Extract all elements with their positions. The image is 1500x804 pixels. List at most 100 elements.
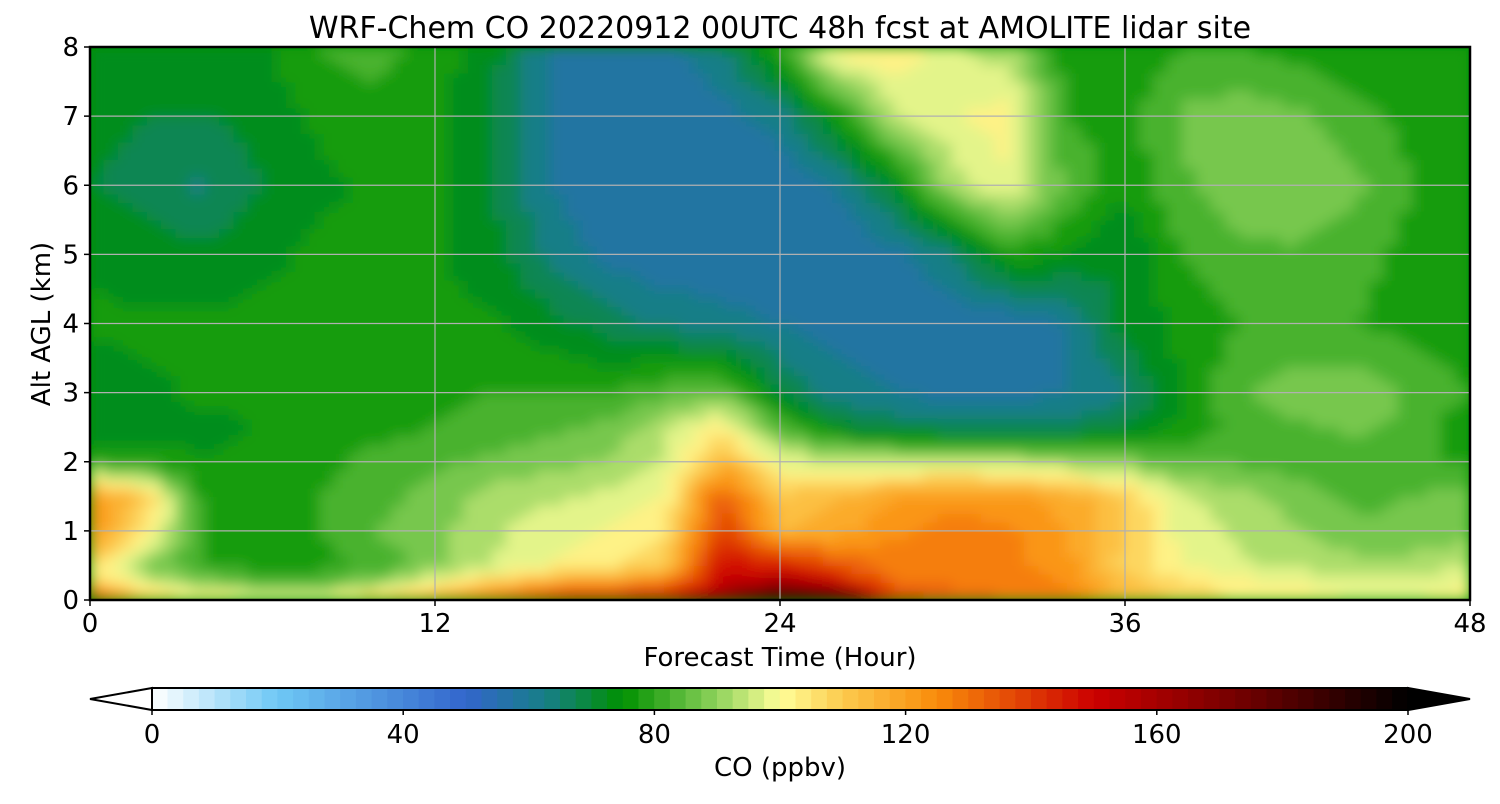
- contour-cell: [204, 253, 220, 264]
- contour-cell: [90, 201, 105, 212]
- contour-cell: [1066, 495, 1083, 506]
- contour-cell: [535, 167, 551, 178]
- contour-cell: [1181, 227, 1198, 238]
- contour-cell: [247, 219, 264, 230]
- contour-cell: [750, 374, 767, 385]
- contour-cell: [937, 478, 954, 489]
- contour-cell: [376, 443, 393, 454]
- contour-cell: [592, 340, 609, 351]
- contour-cell: [1383, 227, 1399, 238]
- contour-cell: [865, 374, 882, 385]
- contour-cell: [1311, 296, 1327, 307]
- contour-cell: [1196, 400, 1212, 411]
- contour-cell: [204, 150, 220, 160]
- contour-cell: [678, 305, 695, 316]
- contour-cell: [118, 461, 134, 471]
- contour-cell: [90, 348, 105, 359]
- contour-cell: [1325, 590, 1342, 600]
- contour-cell: [1095, 383, 1112, 394]
- contour-cell: [491, 322, 508, 333]
- contour-cell: [348, 288, 364, 299]
- contour-cell: [190, 556, 206, 567]
- contour-cell: [333, 331, 350, 342]
- contour-cell: [736, 392, 752, 402]
- contour-cell: [463, 512, 479, 523]
- contour-cell: [535, 417, 551, 428]
- contour-cell: [836, 322, 853, 333]
- contour-cell: [664, 245, 680, 255]
- contour-cell: [750, 435, 767, 446]
- contour-cell: [693, 435, 709, 446]
- contour-cell: [736, 512, 752, 523]
- contour-cell: [822, 538, 839, 549]
- contour-cell: [937, 236, 954, 247]
- contour-cell: [678, 176, 695, 186]
- contour-cell: [118, 288, 134, 299]
- contour-cell: [1253, 176, 1270, 186]
- contour-cell: [793, 227, 810, 238]
- contour-cell: [391, 521, 407, 532]
- contour-cell: [434, 357, 450, 368]
- contour-cell: [1440, 210, 1457, 221]
- contour-cell: [204, 245, 220, 255]
- contour-cell: [736, 478, 752, 489]
- contour-cell: [693, 227, 709, 238]
- contour-cell: [678, 521, 695, 532]
- contour-cell: [132, 582, 149, 592]
- contour-cell: [1225, 193, 1241, 204]
- contour-cell: [707, 184, 724, 195]
- contour-cell: [118, 564, 134, 575]
- contour-cell: [405, 435, 422, 446]
- contour-cell: [578, 262, 594, 273]
- contour-cell: [491, 590, 508, 600]
- contour-cell: [779, 340, 795, 351]
- contour-cell: [995, 392, 1011, 402]
- contour-cell: [750, 504, 767, 515]
- contour-cell: [247, 340, 264, 351]
- contour-cell: [333, 478, 350, 489]
- contour-cell: [391, 478, 407, 489]
- contour-cell: [276, 547, 292, 558]
- contour-cell: [1138, 461, 1155, 471]
- contour-cell: [1411, 392, 1428, 402]
- contour-cell: [190, 150, 206, 160]
- contour-cell: [491, 176, 508, 186]
- contour-cell: [175, 279, 192, 290]
- contour-cell: [592, 469, 609, 480]
- contour-cell: [204, 400, 220, 411]
- contour-cell: [376, 521, 393, 532]
- contour-cell: [1411, 573, 1428, 584]
- contour-cell: [635, 184, 652, 195]
- contour-cell: [995, 245, 1011, 255]
- contour-cell: [1383, 314, 1399, 325]
- contour-cell: [132, 392, 149, 402]
- contour-cell: [1196, 158, 1212, 169]
- contour-cell: [1023, 556, 1040, 567]
- contour-cell: [333, 340, 350, 351]
- contour-cell: [1052, 538, 1069, 549]
- contour-cell: [1023, 322, 1040, 333]
- contour-cell: [865, 452, 882, 463]
- contour-cell: [836, 400, 853, 411]
- contour-cell: [520, 504, 537, 515]
- contour-cell: [333, 158, 350, 169]
- contour-cell: [951, 201, 968, 212]
- contour-cell: [434, 582, 450, 592]
- contour-cell: [908, 236, 925, 247]
- contour-cell: [1325, 504, 1342, 515]
- contour-cell: [1124, 392, 1140, 402]
- contour-cell: [247, 409, 264, 420]
- contour-cell: [966, 538, 982, 549]
- contour-cell: [966, 314, 982, 325]
- contour-cell: [535, 201, 551, 212]
- contour-cell: [333, 271, 350, 281]
- contour-cell: [1225, 357, 1241, 368]
- contour-cell: [750, 426, 767, 437]
- contour-cell: [650, 400, 666, 411]
- contour-cell: [1181, 296, 1198, 307]
- contour-cell: [103, 357, 120, 368]
- contour-cell: [218, 236, 235, 247]
- contour-cell: [765, 573, 781, 584]
- contour-cell: [118, 417, 134, 428]
- contour-cell: [405, 219, 422, 230]
